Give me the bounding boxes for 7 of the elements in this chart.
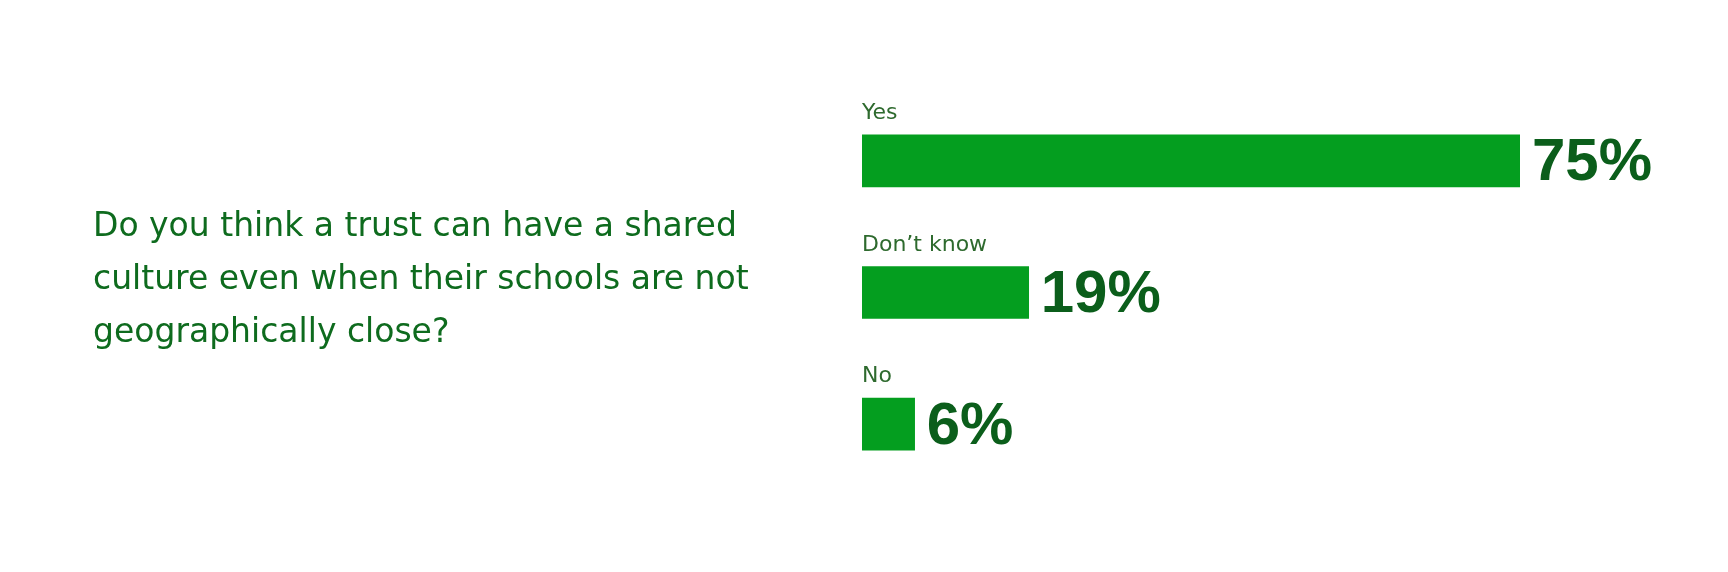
data-label: 75% (1532, 126, 1653, 194)
data-label: 19% (1040, 258, 1161, 326)
y-tick-label: Yes (861, 98, 898, 124)
y-tick-label: Don’t know (862, 230, 988, 256)
y-tick-label: No (862, 362, 892, 388)
data-label: 6% (926, 389, 1014, 457)
text: Do you think a trust can have a shared culture even when their schools are not geographically close? (93, 204, 750, 352)
